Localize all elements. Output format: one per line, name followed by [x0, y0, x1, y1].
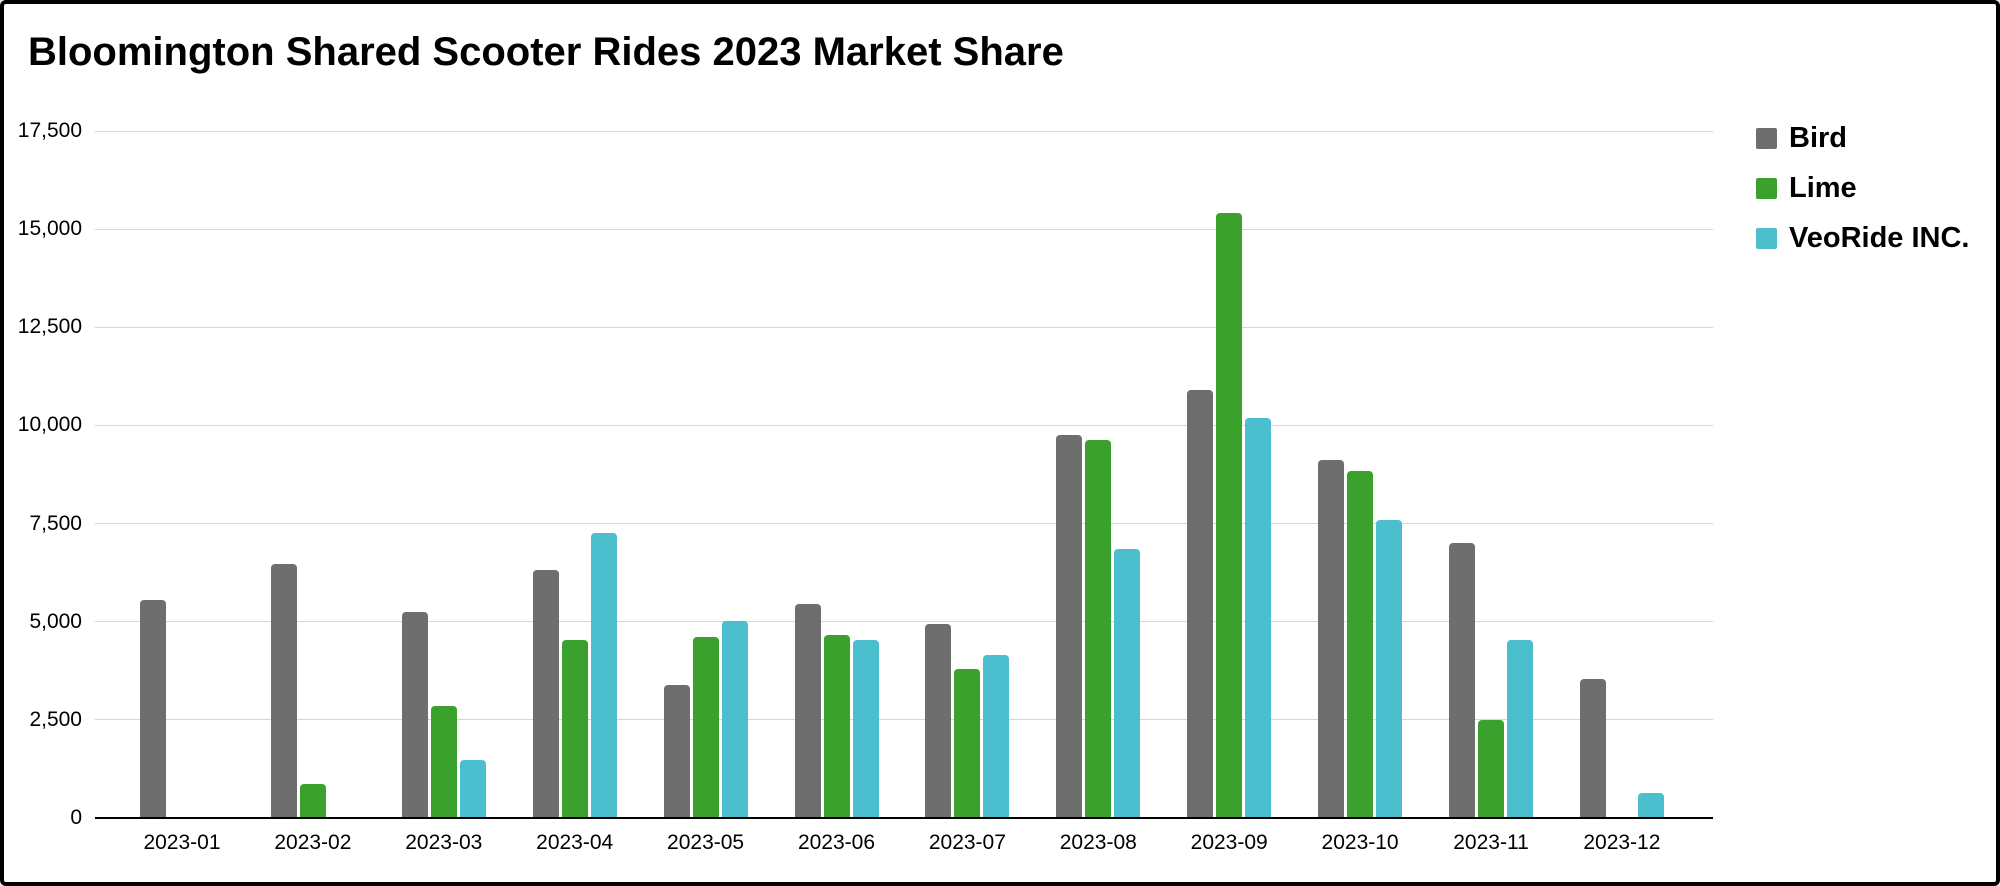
- x-axis-line: [95, 817, 1713, 819]
- y-axis-label: 10,000: [17, 413, 82, 437]
- legend-item: VeoRide INC.: [1756, 222, 1970, 255]
- y-axis-label: 12,500: [17, 315, 82, 339]
- bar-veoride-inc-2023-06: [853, 640, 879, 818]
- bar-lime-2023-10: [1347, 471, 1373, 818]
- bar-lime-2023-05: [693, 637, 719, 818]
- x-axis-label: 2023-10: [1321, 831, 1399, 854]
- x-axis-label: 2023-08: [1059, 831, 1137, 854]
- bar-lime-2023-08: [1085, 440, 1111, 818]
- gridline: [95, 719, 1713, 721]
- gridline: [95, 130, 1713, 132]
- bar-veoride-inc-2023-04: [591, 533, 617, 818]
- bar-bird-2023-05: [664, 685, 690, 818]
- bar-lime-2023-11: [1478, 720, 1504, 818]
- x-axis-label: 2023-01: [143, 831, 221, 854]
- gridline: [95, 424, 1713, 426]
- gridline: [95, 228, 1713, 230]
- x-axis-label: 2023-11: [1453, 831, 1529, 854]
- x-axis-label: 2023-02: [274, 831, 352, 854]
- legend-swatch: [1756, 228, 1777, 249]
- gridline: [95, 523, 1713, 525]
- x-axis-label: 2023-09: [1190, 831, 1268, 854]
- bar-bird-2023-08: [1056, 435, 1082, 818]
- y-axis-label: 17,500: [17, 119, 82, 142]
- legend-swatch: [1756, 178, 1777, 199]
- legend-label: VeoRide INC.: [1789, 222, 1970, 254]
- bar-lime-2023-04: [562, 640, 588, 818]
- x-axis-label: 2023-05: [667, 831, 745, 854]
- legend: Bird Lime VeoRide INC.: [1756, 122, 1970, 255]
- bar-veoride-inc-2023-05: [722, 621, 748, 818]
- x-axis-label: 2023-04: [536, 831, 614, 854]
- legend-label: Lime: [1789, 172, 1857, 204]
- legend-swatch: [1756, 128, 1777, 149]
- legend-item: Lime: [1756, 172, 1970, 205]
- bar-bird-2023-03: [402, 612, 428, 818]
- x-axis-label: 2023-07: [928, 831, 1006, 854]
- y-axis-label: 0: [70, 806, 82, 829]
- bar-bird-2023-06: [795, 604, 821, 818]
- y-axis-label: 2,500: [29, 707, 82, 731]
- bar-veoride-inc-2023-09: [1245, 418, 1271, 818]
- bar-bird-2023-04: [533, 570, 559, 818]
- legend-label: Bird: [1789, 122, 1847, 154]
- y-axis-label: 15,000: [17, 217, 82, 241]
- gridline: [95, 326, 1713, 328]
- bar-veoride-inc-2023-03: [460, 760, 486, 818]
- bar-lime-2023-06: [824, 635, 850, 818]
- x-axis-label: 2023-12: [1583, 831, 1661, 854]
- bar-bird-2023-10: [1318, 460, 1344, 818]
- bar-veoride-inc-2023-12: [1638, 793, 1664, 818]
- bar-bird-2023-11: [1449, 543, 1475, 818]
- bar-lime-2023-09: [1216, 213, 1242, 818]
- bar-veoride-inc-2023-10: [1376, 520, 1402, 818]
- gridline: [95, 621, 1713, 623]
- y-axis-label: 5,000: [29, 609, 82, 633]
- bar-lime-2023-07: [954, 669, 980, 818]
- legend-item: Bird: [1756, 122, 1970, 155]
- bar-lime-2023-03: [431, 706, 457, 818]
- bar-bird-2023-09: [1187, 390, 1213, 818]
- bar-lime-2023-02: [300, 784, 326, 818]
- bar-bird-2023-02: [271, 564, 297, 818]
- bar-veoride-inc-2023-08: [1114, 549, 1140, 818]
- bar-veoride-inc-2023-07: [983, 655, 1009, 818]
- x-axis-label: 2023-06: [797, 831, 876, 854]
- y-axis-label: 7,500: [29, 511, 82, 535]
- bar-bird-2023-01: [140, 600, 166, 818]
- x-axis-label: 2023-03: [405, 831, 483, 854]
- bar-veoride-inc-2023-11: [1507, 640, 1533, 818]
- bar-bird-2023-07: [925, 624, 951, 818]
- bar-bird-2023-12: [1580, 679, 1606, 818]
- chart-title: Bloomington Shared Scooter Rides 2023 Ma…: [28, 30, 1064, 74]
- plot-area: [95, 130, 1713, 819]
